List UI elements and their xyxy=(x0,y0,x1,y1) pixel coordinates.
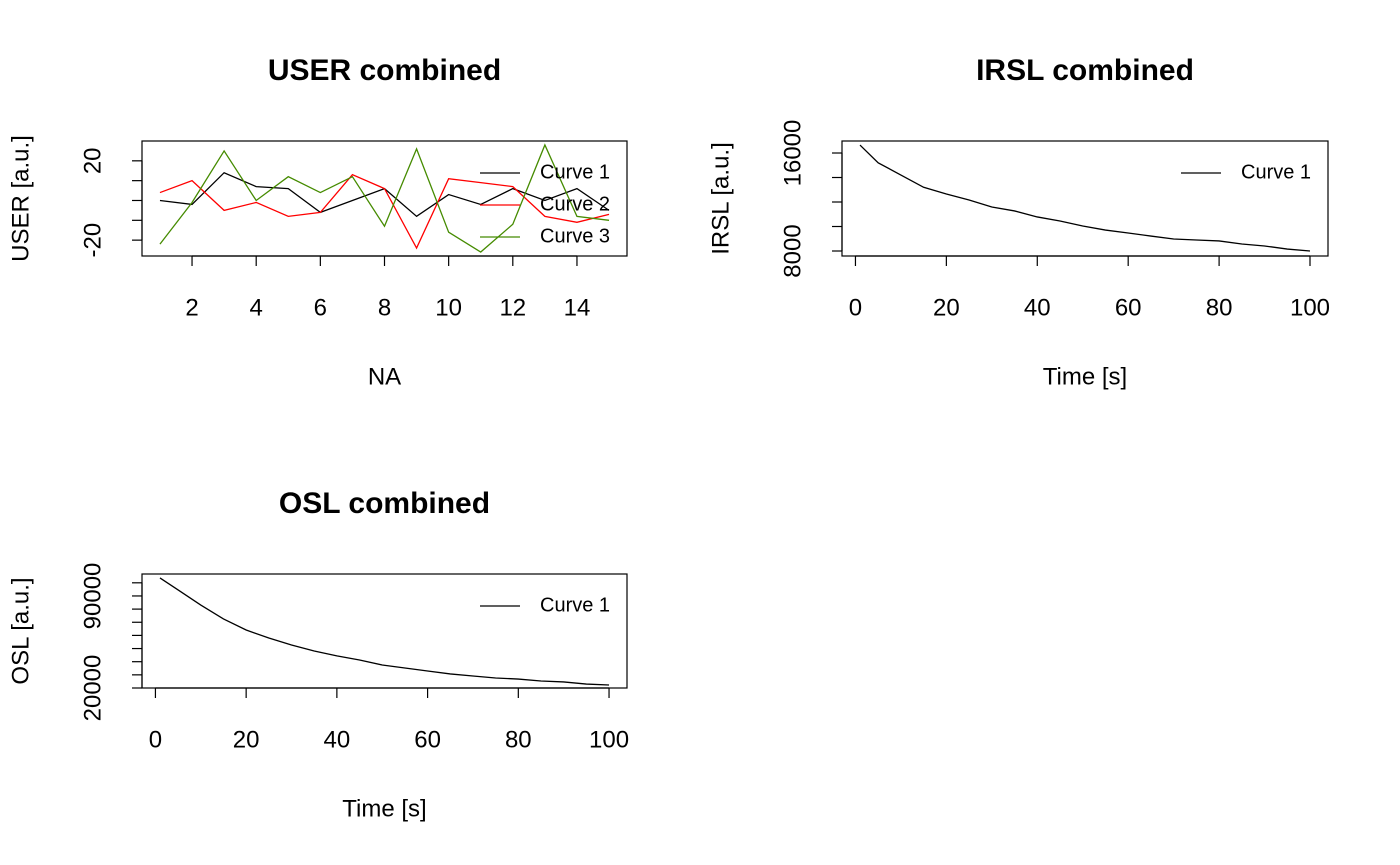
x-tick-label: 0 xyxy=(849,294,862,321)
x-axis-label: Time [s] xyxy=(1043,363,1127,390)
x-tick-label: 20 xyxy=(933,294,960,321)
legend-label: Curve 2 xyxy=(540,193,610,215)
legend-label: Curve 1 xyxy=(1241,161,1311,183)
legend-label: Curve 3 xyxy=(540,225,610,247)
x-tick-label: 40 xyxy=(324,726,351,753)
x-tick-label: 100 xyxy=(1290,294,1330,321)
x-axis-label: Time [s] xyxy=(342,795,426,822)
x-tick-label: 8 xyxy=(378,294,391,321)
panel: IRSL combined Time [s] IRSL [a.u.] 0 20 40 60 8… xyxy=(707,54,1330,390)
y-tick-label: 8000 xyxy=(779,224,806,277)
plot-box xyxy=(141,573,628,689)
chart-title: USER combined xyxy=(268,54,501,87)
series-line xyxy=(159,173,610,250)
legend-label: Curve 1 xyxy=(540,594,610,616)
x-tick-label: 80 xyxy=(505,726,532,753)
series-line xyxy=(159,577,610,686)
panel: USER combined NA USER [a.u.] 2 4 6 8 10 12 14 -20 2… xyxy=(7,54,628,390)
x-tick-label: 40 xyxy=(1024,294,1051,321)
x-tick-label: 100 xyxy=(589,726,629,753)
x-tick-label: 20 xyxy=(233,726,260,753)
x-tick-label: 4 xyxy=(250,294,263,321)
chart-title: IRSL combined xyxy=(976,54,1194,87)
plot-box xyxy=(841,140,1329,257)
y-tick-label: -20 xyxy=(79,223,106,258)
panel: OSL combined Time [s] OSL [a.u.] 0 20 40 60 80 1… xyxy=(7,487,629,822)
y-tick-label: 20 xyxy=(79,147,106,174)
legend-label: Curve 1 xyxy=(540,161,610,183)
x-tick-label: 60 xyxy=(414,726,441,753)
y-tick-label: 16000 xyxy=(779,120,806,187)
y-axis-label: OSL [a.u.] xyxy=(7,577,34,684)
series-line xyxy=(159,143,610,253)
y-tick-label: 20000 xyxy=(79,655,106,722)
y-axis-label: USER [a.u.] xyxy=(7,135,34,262)
x-tick-label: 12 xyxy=(499,294,526,321)
x-tick-label: 10 xyxy=(435,294,462,321)
x-tick-label: 6 xyxy=(314,294,327,321)
x-tick-label: 0 xyxy=(149,726,162,753)
chart-title: OSL combined xyxy=(279,487,490,520)
x-tick-label: 80 xyxy=(1206,294,1233,321)
series-line xyxy=(859,144,1311,252)
x-tick-label: 14 xyxy=(564,294,591,321)
y-tick-label: 90000 xyxy=(79,563,106,630)
x-tick-label: 2 xyxy=(185,294,198,321)
x-axis-label: NA xyxy=(368,363,401,390)
y-axis-label: IRSL [a.u.] xyxy=(707,142,734,255)
x-tick-label: 60 xyxy=(1115,294,1142,321)
